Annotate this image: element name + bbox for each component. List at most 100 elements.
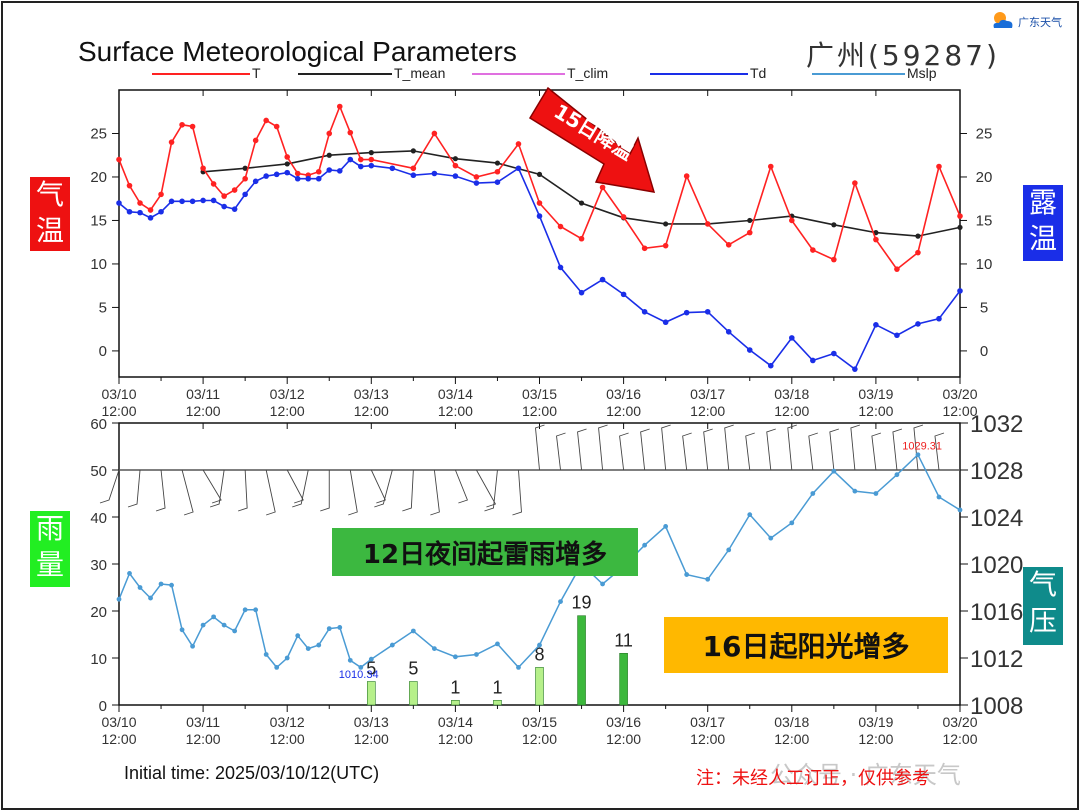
mslp-point <box>337 625 343 630</box>
rain-x-tick-time: 12:00 <box>774 731 809 747</box>
legend-label-td: Td <box>750 65 766 81</box>
chart-title: Surface Meteorological Parameters <box>78 36 517 67</box>
rain-x-tick-time: 12:00 <box>270 731 305 747</box>
t-point <box>852 180 858 186</box>
mslp-point <box>316 642 322 648</box>
t-point <box>452 162 459 169</box>
t-point <box>263 117 269 124</box>
t-mean-point <box>452 156 458 162</box>
rain-x-tick-date: 03/12 <box>270 714 305 730</box>
td-point <box>389 165 396 172</box>
t-mean-point <box>326 152 332 158</box>
t-point <box>431 130 438 137</box>
mslp-point <box>705 576 711 582</box>
td-point <box>315 175 322 182</box>
mslp-point <box>158 581 164 587</box>
t-mean-point <box>410 148 416 154</box>
wind-barb <box>430 469 440 516</box>
thunderstorm-banner: 12日夜间起雷雨增多 <box>332 528 638 576</box>
t-point <box>473 174 480 180</box>
t-mean-point <box>578 200 585 206</box>
temp-y-tick-label: 10 <box>90 256 107 273</box>
rain-bar <box>451 699 460 706</box>
rain-x-tick-date: 03/11 <box>186 714 220 730</box>
t-point <box>200 165 206 172</box>
temp-x-tick-date: 03/13 <box>354 386 389 402</box>
t-mean-point <box>957 224 963 231</box>
t-point <box>831 256 837 263</box>
temp-x-tick-time: 12:00 <box>270 403 305 419</box>
temp-x-tick-time: 12:00 <box>101 403 136 419</box>
td-point <box>894 332 900 339</box>
t-point <box>357 156 364 163</box>
td-point <box>620 291 627 298</box>
td-point <box>158 208 164 215</box>
t-point <box>294 170 301 177</box>
rain-x-tick-time: 12:00 <box>186 731 221 747</box>
weather-logo: 广东天气 <box>988 6 1078 36</box>
mslp-point <box>232 628 238 634</box>
td-point <box>137 209 143 216</box>
wind-barb <box>808 432 818 471</box>
t-point <box>641 245 648 252</box>
td-point <box>578 289 585 296</box>
mslp-point <box>936 494 942 500</box>
rain-bar-label: 8 <box>534 644 544 664</box>
t-point <box>326 130 333 137</box>
td-point <box>189 198 196 205</box>
t-point <box>894 266 900 272</box>
rain-x-tick-date: 03/17 <box>690 714 725 730</box>
td-point <box>873 322 879 328</box>
dew-y-tick-label: 0 <box>980 343 988 360</box>
mslp-point <box>852 488 858 494</box>
mslp-max-label: 1029.31 <box>902 441 942 453</box>
mslp-point <box>263 652 269 657</box>
rain-y-tick-label: 20 <box>90 604 107 621</box>
td-point <box>852 366 858 372</box>
td-point <box>662 319 669 326</box>
t-point <box>147 207 154 213</box>
wind-barb <box>787 424 797 471</box>
td-point <box>252 178 259 185</box>
temp-x-tick-date: 03/17 <box>690 386 725 402</box>
temp-x-tick-time: 12:00 <box>690 403 725 419</box>
mslp-point <box>358 665 364 670</box>
rain-bar <box>493 699 502 706</box>
mslp-point <box>894 472 900 478</box>
mslp-point <box>169 582 174 588</box>
td-point <box>831 350 837 357</box>
wind-barb <box>202 469 222 504</box>
td-point <box>641 308 648 315</box>
td-point <box>200 197 206 204</box>
wind-barb <box>292 469 309 508</box>
mslp-point <box>558 599 563 604</box>
td-point <box>746 347 753 353</box>
dew-y-tick-label: 20 <box>976 169 993 186</box>
t-mean-point <box>663 221 669 227</box>
mslp-point <box>474 652 479 657</box>
mslp-point <box>253 607 259 613</box>
mslp-point <box>516 665 521 670</box>
t-point <box>515 141 522 147</box>
rain-x-tick-time: 12:00 <box>101 731 136 747</box>
mslp-point <box>873 491 879 496</box>
temp-x-tick-time: 12:00 <box>522 403 557 419</box>
wind-barb <box>320 470 330 512</box>
dew-y-tick-label: 10 <box>976 256 993 273</box>
td-point <box>915 321 921 327</box>
pressure-y-tick-label: 1012 <box>970 646 1023 673</box>
t-mean-line <box>203 150 961 237</box>
td-point <box>452 173 459 179</box>
wind-barb <box>454 469 468 504</box>
temp-x-tick-date: 03/19 <box>858 386 893 402</box>
mslp-point <box>684 572 690 577</box>
pressure-axis-label: 气压 <box>1023 567 1063 645</box>
rain-x-tick-date: 03/15 <box>522 714 557 730</box>
mslp-point <box>663 524 669 529</box>
temp-x-tick-time: 12:00 <box>774 403 809 419</box>
mslp-point <box>179 627 185 633</box>
mslp-point <box>389 642 395 648</box>
mslp-point <box>726 547 732 553</box>
t-point <box>557 223 564 230</box>
mslp-point <box>295 633 301 639</box>
